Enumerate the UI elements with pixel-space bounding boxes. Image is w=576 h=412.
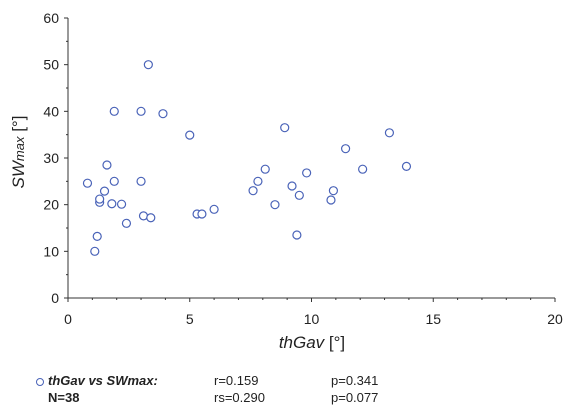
data-point <box>248 186 258 196</box>
data-point <box>109 106 119 116</box>
y-tick-label: 20 <box>43 197 59 213</box>
x-axis-title-main: thGav <box>279 333 326 352</box>
data-point <box>358 164 368 174</box>
data-point <box>99 186 110 196</box>
data-point <box>158 109 168 119</box>
y-tick-label: 30 <box>43 150 59 166</box>
x-tick-label: 5 <box>186 311 194 327</box>
data-point <box>82 178 93 188</box>
spearman-p-value: p=0.077 <box>331 390 379 405</box>
y-tick-label: 10 <box>43 243 59 259</box>
data-point <box>109 176 119 186</box>
y-axis-title-main: SW <box>9 159 28 188</box>
data-point <box>209 204 219 214</box>
data-point <box>143 60 153 70</box>
data-points <box>82 60 412 256</box>
data-point <box>146 213 156 223</box>
data-point <box>326 195 336 205</box>
y-axis-title-sub: max <box>12 136 27 161</box>
data-point <box>340 144 351 154</box>
data-point <box>116 199 127 209</box>
data-point <box>328 186 339 196</box>
x-axis-title-unit: [°] <box>324 333 345 352</box>
y-tick-label: 60 <box>43 10 59 26</box>
y-tick-label: 50 <box>43 57 59 73</box>
spearman-rs-value: rs=0.290 <box>214 390 265 405</box>
x-tick-labels: 0 5 10 15 20 <box>64 311 563 327</box>
y-axis-title: SWmax [°] <box>9 116 28 189</box>
pearson-r-value: r=0.159 <box>214 373 259 388</box>
x-tick-label: 10 <box>304 311 320 327</box>
x-axis-title: thGav [°] <box>279 333 345 352</box>
data-point <box>107 199 117 209</box>
data-point <box>102 160 112 170</box>
data-point <box>287 181 297 191</box>
legend-series-label: thGav vs SWmax: <box>48 373 158 388</box>
data-point <box>384 128 395 138</box>
axes <box>64 17 556 302</box>
y-axis-title-unit: [°] <box>9 116 28 137</box>
x-tick-label: 0 <box>64 311 72 327</box>
sample-size-label: N=38 <box>48 390 80 405</box>
data-point <box>302 168 312 178</box>
data-point <box>95 194 105 204</box>
data-point <box>90 246 100 256</box>
data-point <box>294 190 304 200</box>
x-tick-label: 20 <box>547 311 563 327</box>
data-point <box>185 130 195 140</box>
legend-marker-icon <box>36 378 44 386</box>
data-point <box>136 176 146 186</box>
data-point <box>292 230 302 240</box>
data-point <box>280 123 290 133</box>
pearson-p-value: p=0.341 <box>331 373 379 388</box>
x-tick-label: 15 <box>425 311 441 327</box>
y-tick-labels: 0 10 20 30 40 50 60 <box>43 10 59 306</box>
data-point <box>270 200 280 210</box>
data-point <box>197 209 207 219</box>
data-point <box>136 106 146 116</box>
data-point <box>260 164 270 174</box>
data-point <box>121 218 132 228</box>
y-tick-label: 40 <box>43 103 59 119</box>
data-point <box>253 176 263 186</box>
data-point <box>138 211 149 221</box>
y-tick-label: 0 <box>51 290 59 306</box>
data-point <box>92 231 102 241</box>
data-point <box>401 161 412 171</box>
